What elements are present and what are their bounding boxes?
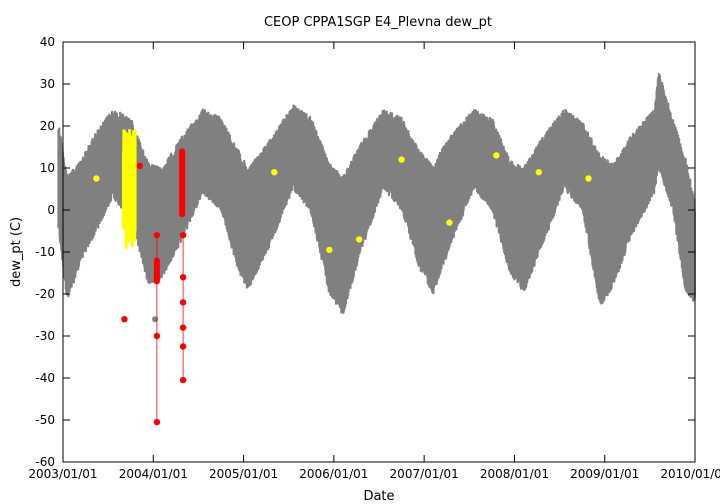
yellow-point bbox=[446, 219, 453, 226]
x-tick-label: 2005/01/01 bbox=[209, 467, 278, 481]
red-point bbox=[179, 376, 187, 384]
y-tick-label: -60 bbox=[35, 455, 55, 469]
red-point bbox=[153, 332, 161, 340]
data-layer bbox=[57, 73, 696, 426]
x-tick-label: 2004/01/01 bbox=[119, 467, 188, 481]
red-point bbox=[136, 162, 143, 170]
y-tick-label: 40 bbox=[40, 35, 55, 49]
y-tick-label: 0 bbox=[47, 203, 55, 217]
x-tick-label: 2009/01/01 bbox=[570, 467, 639, 481]
yellow-point bbox=[493, 152, 500, 159]
y-tick-label: -20 bbox=[35, 287, 55, 301]
y-tick-label: -50 bbox=[35, 413, 55, 427]
x-tick-label: 2006/01/01 bbox=[299, 467, 368, 481]
x-tick-label: 2007/01/01 bbox=[390, 467, 459, 481]
x-tick-label: 2003/01/01 bbox=[28, 467, 97, 481]
yellow-point bbox=[398, 156, 405, 163]
red-point bbox=[179, 299, 187, 306]
yellow-point bbox=[585, 175, 592, 182]
red-point bbox=[153, 232, 161, 239]
x-tick-label: 2008/01/01 bbox=[480, 467, 549, 481]
red-point bbox=[121, 316, 128, 323]
red-point bbox=[179, 274, 187, 281]
x-tick-label: 2010/01/01 bbox=[660, 467, 720, 481]
y-tick-label: 20 bbox=[40, 119, 55, 133]
yellow-point bbox=[271, 169, 278, 176]
y-tick-label: -40 bbox=[35, 371, 55, 385]
y-tick-label: 10 bbox=[40, 161, 55, 175]
chart-title: CEOP CPPA1SGP E4_Plevna dew_pt bbox=[264, 15, 492, 30]
yellow-point bbox=[93, 175, 100, 182]
red-point bbox=[153, 274, 161, 281]
red-point bbox=[153, 418, 161, 426]
y-tick-label: 30 bbox=[40, 77, 55, 91]
y-tick-label: -30 bbox=[35, 329, 55, 343]
y-axis-label: dew_pt (C) bbox=[9, 217, 24, 287]
y-tick-label: -10 bbox=[35, 245, 55, 259]
x-axis-label: Date bbox=[363, 489, 394, 504]
yellow-point bbox=[326, 246, 333, 254]
yellow-point bbox=[355, 236, 363, 243]
red-point bbox=[179, 343, 187, 350]
red-point bbox=[179, 232, 187, 239]
red-point bbox=[179, 324, 187, 331]
yellow-point bbox=[535, 169, 543, 176]
